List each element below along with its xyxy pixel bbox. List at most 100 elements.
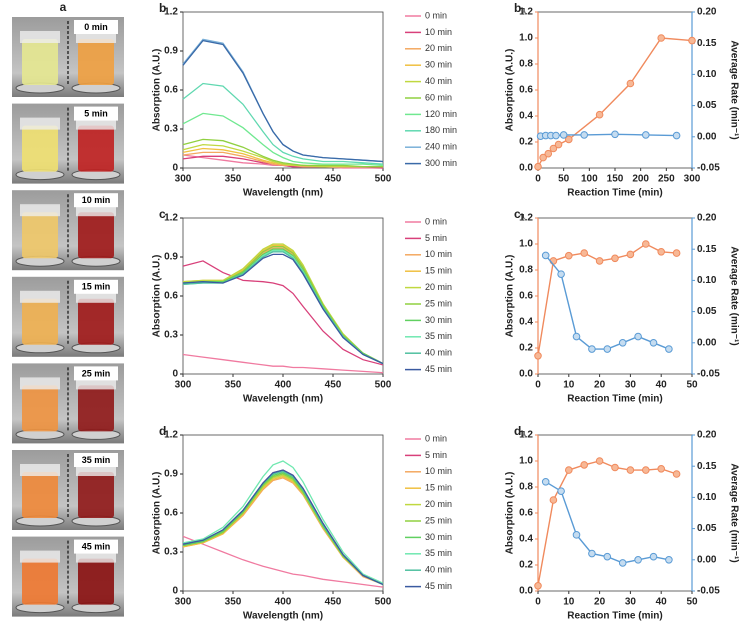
y-tick-label: 0.4 [519,317,533,328]
x-tick-label: 400 [275,380,292,391]
legend-label: 35 min [425,548,452,558]
plot-frame [182,434,384,592]
legend-label: 5 min [425,450,447,460]
series-line [182,460,384,584]
series-line [182,477,384,586]
x-tick-label: 50 [686,597,698,608]
beaker-top [20,290,60,303]
y-tick-label: 0.3 [164,547,178,558]
marker [565,466,573,474]
beaker-left [22,298,58,345]
series-line [182,472,384,586]
y2-tick-label: 0.20 [697,430,717,441]
marker [565,251,573,260]
photo-label: 0 min [84,22,108,32]
legend-label: 15 min [425,266,452,276]
y-axis-label: Absorption (A.U.) [152,255,163,338]
beaker-right [78,39,114,85]
photo-label-box [74,106,118,121]
marker [642,466,650,474]
marker [634,556,642,564]
x-tick-label: 10 [563,597,575,608]
series-line [182,475,384,586]
y2-tick-label: -0.05 [697,586,720,597]
beaker-top [20,377,60,390]
beaker-right [78,558,114,605]
marker [549,496,558,504]
x-tick-label: 350 [225,380,242,391]
legend-label: 60 min [425,92,452,102]
marker [611,463,619,472]
plot-frame [182,11,384,169]
marker [534,352,542,360]
marker [539,153,547,162]
legend-label: 40 min [425,76,452,86]
y-tick-label: 0.0 [519,369,533,380]
y-tick-label: 1.2 [519,213,533,224]
photo-label-box [74,366,118,381]
y2-tick-label: 0.05 [697,306,717,317]
x-tick-label: 40 [656,380,668,391]
series-line [545,481,670,564]
photo-label: 25 min [82,368,111,378]
marker [588,345,596,353]
marker [642,131,650,139]
beaker-left [22,472,58,518]
marker [665,345,673,353]
beaker-right [78,125,114,172]
marker [557,270,565,278]
x-tick-label: 400 [275,597,292,608]
photo-label-box [74,20,118,34]
y-tick-label: 0.6 [519,291,533,302]
legend-label: 20 min [425,499,452,509]
marker [665,556,673,564]
beaker-top [20,117,60,130]
legend-label: 25 min [425,298,452,308]
series-line [182,138,383,168]
legend-label: 25 min [425,515,452,525]
x-tick-label: 0 [535,380,541,391]
y-tick-label: 0.2 [519,343,533,354]
x-tick-label: 450 [325,174,342,185]
y-tick-label: 0.2 [519,560,533,571]
legend-label: 5 min [425,233,447,243]
photo-label-box [74,453,118,467]
marker [534,582,542,590]
series-line [182,353,384,374]
y-tick-label: 0.0 [519,586,533,597]
photo-label-box [74,539,118,554]
x-tick-label: 20 [594,380,606,391]
beaker-left [22,125,58,172]
y-tick-label: 0.3 [164,124,178,135]
legend-label: 20 min [425,282,452,292]
y2-tick-label: 0.20 [697,7,717,18]
x-axis-label: Wavelength (nm) [243,611,323,622]
legend-label: 0 min [425,10,447,20]
marker [541,478,550,486]
y-tick-label: 0 [172,369,178,380]
x-tick-label: 20 [594,597,606,608]
beaker-left [22,212,58,259]
photo: 10 min [12,190,124,271]
legend-label: 0 min [425,216,447,226]
x-tick-label: 350 [225,174,242,185]
legend-label: 30 min [425,60,452,70]
series-line [182,253,384,365]
marker [672,249,681,257]
y-tick-label: 0.6 [519,508,533,519]
x-tick-label: 300 [175,174,192,185]
marker [580,249,589,257]
x-tick-label: 500 [375,380,392,391]
y2-axis-label: Average Rate (min⁻¹) [728,40,739,139]
y-tick-label: 1.2 [519,430,533,441]
marker [595,457,604,465]
legend-label: 20 min [425,43,452,53]
photo-label-box [74,279,118,294]
x-tick-label: 300 [175,597,192,608]
y-tick-label: 0.8 [519,59,533,70]
y2-tick-label: 0.15 [697,38,717,49]
y-tick-label: 1.2 [164,430,178,441]
legend-label: 180 min [425,125,457,135]
y-tick-label: 1.0 [519,456,533,467]
